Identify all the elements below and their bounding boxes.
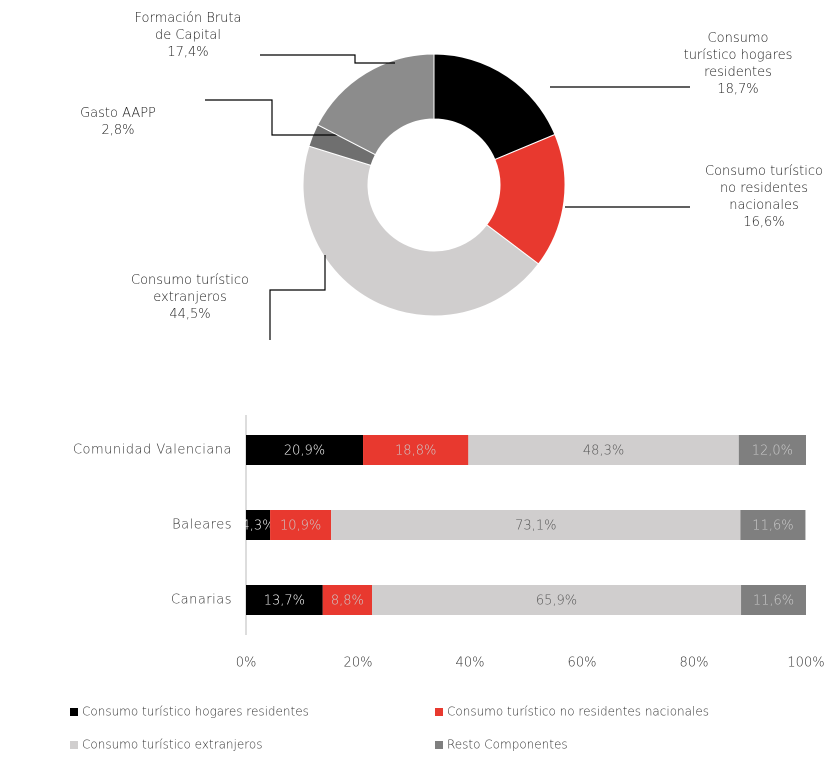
label-text: 17,4%	[167, 45, 209, 60]
x-tick-label: 20%	[344, 656, 373, 671]
slice-label: Consumo turístico hogares residentes 18,7…	[680, 30, 796, 98]
bar-value-label: 10,9%	[280, 519, 321, 534]
label-text: Consumo turístico hogares residentes	[683, 31, 793, 80]
slice-label: Formación Bruta de Capital 17,4%	[130, 10, 246, 61]
leader-line	[205, 99, 345, 136]
legend-swatch	[435, 708, 443, 716]
slice-label: Gasto AAPP 2,8%	[60, 105, 176, 139]
label-text: Gasto AAPP	[80, 106, 156, 121]
bar-value-label: 73,1%	[515, 519, 556, 534]
slice-label: Consumo turístico no residentes nacional…	[700, 163, 828, 231]
leader-line	[269, 255, 326, 340]
bar-segment	[270, 510, 332, 540]
legend-label: Consumo turístico no residentes nacional…	[447, 705, 709, 719]
bar-segment	[363, 435, 469, 465]
bar-segment	[740, 510, 806, 540]
legend-label: Resto Componentes	[447, 738, 568, 752]
bar-segment	[246, 585, 323, 615]
donut-slice	[433, 53, 556, 161]
bar-value-label: 48,3%	[583, 444, 624, 459]
bar-value-label: 20,9%	[284, 444, 325, 459]
label-text: 44,5%	[169, 307, 211, 322]
bar-value-label: 4,3%	[242, 519, 275, 534]
legend-swatch	[70, 708, 78, 716]
y-tick-label: Baleares	[172, 518, 232, 533]
y-tick-label: Canarias	[171, 593, 232, 608]
bar-value-label: 65,9%	[536, 594, 577, 609]
bar-value-label: 13,7%	[264, 594, 305, 609]
legend-label: Consumo turístico extranjeros	[82, 738, 263, 752]
bar-segment	[738, 435, 806, 465]
bar-segment	[246, 435, 364, 465]
legend-swatch	[70, 741, 78, 749]
bar-value-label: 12,0%	[752, 444, 793, 459]
bar-segment	[372, 585, 742, 615]
label-text: 16,6%	[743, 215, 785, 230]
label-text: Consumo turístico extranjeros	[131, 273, 249, 305]
bar-segment	[322, 585, 372, 615]
legend-label: Consumo turístico hogares residentes	[82, 705, 309, 719]
slice-label: Consumo turístico extranjeros 44,5%	[130, 272, 250, 323]
bar-value-label: 11,6%	[752, 519, 793, 534]
x-tick-label: 100%	[787, 656, 824, 671]
x-tick-label: 60%	[568, 656, 597, 671]
leader-line	[260, 54, 395, 64]
donut-slice	[316, 53, 435, 156]
bar-value-label: 11,6%	[753, 594, 794, 609]
donut-slice	[302, 145, 540, 317]
bar-value-label: 18,8%	[395, 444, 436, 459]
y-tick-label: Comunidad Valenciana	[73, 443, 232, 458]
x-tick-label: 80%	[680, 656, 709, 671]
bar-segment	[468, 435, 739, 465]
bar-value-label: 8,8%	[331, 594, 364, 609]
x-tick-label: 0%	[236, 656, 257, 671]
bar-segment	[246, 510, 271, 540]
label-text: 2,8%	[101, 123, 135, 138]
legend-swatch	[435, 741, 443, 749]
bar-segment	[331, 510, 741, 540]
label-text: Consumo turístico no residentes nacional…	[705, 164, 823, 213]
label-text: Formación Bruta de Capital	[134, 11, 242, 43]
label-text: 18,7%	[717, 82, 759, 97]
bar-segment	[741, 585, 806, 615]
x-tick-label: 40%	[456, 656, 485, 671]
